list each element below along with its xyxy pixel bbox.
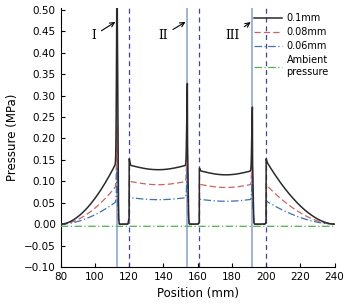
- Text: III: III: [225, 23, 250, 42]
- Text: II: II: [158, 23, 184, 42]
- Text: I: I: [92, 23, 114, 42]
- Legend: 0.1mm, 0.08mm, 0.06mm, Ambient
pressure: 0.1mm, 0.08mm, 0.06mm, Ambient pressure: [251, 9, 332, 80]
- Y-axis label: Pressure (MPa): Pressure (MPa): [6, 94, 19, 181]
- X-axis label: Position (mm): Position (mm): [157, 287, 239, 300]
